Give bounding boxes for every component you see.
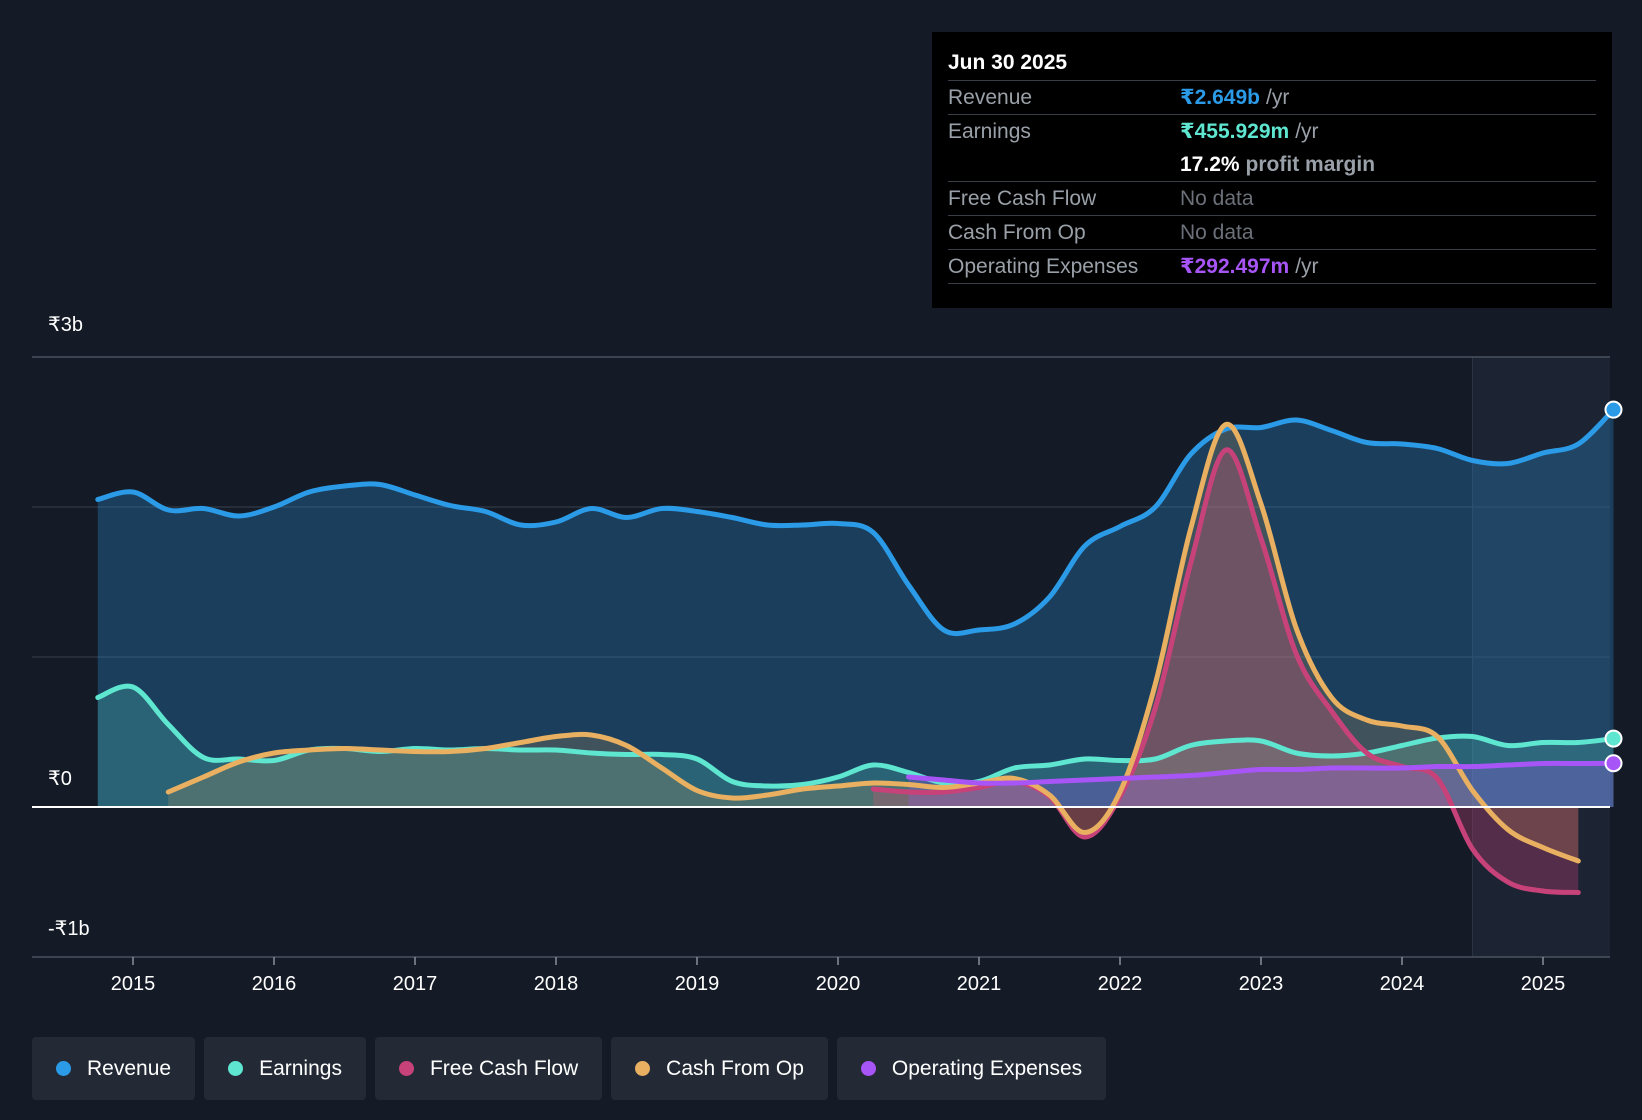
x-tick-label: 2016 (252, 973, 297, 995)
legend-item-fcf[interactable]: Free Cash Flow (374, 1037, 603, 1100)
y-tick-label: ₹0 (48, 768, 72, 790)
tooltip-margin-label: profit margin (1245, 153, 1376, 176)
tooltip-opex-label: Operating Expenses (948, 255, 1139, 278)
line-cfo (165, 421, 1581, 864)
legend-label-fcf: Free Cash Flow (429, 1056, 579, 1080)
area-revenue (97, 409, 1614, 807)
axis-labels: ₹3b ₹0 -₹1b 2015 2016 2017 2018 2019 2020 2021 202… (48, 314, 1565, 995)
legend: Revenue Earnings Free Cash Flow Cash Fro… (32, 1037, 1107, 1100)
tooltip-row-cfo: Cash From Op No data (948, 215, 1596, 249)
tooltip-earnings-label: Earnings (948, 120, 1031, 143)
x-tick-label: 2018 (534, 973, 579, 995)
opex-dot-icon (860, 1061, 876, 1076)
series-areas (97, 409, 1614, 893)
tooltip-revenue-unit: /yr (1266, 86, 1290, 109)
x-tick-label: 2024 (1380, 973, 1425, 995)
tooltip-panel: Jun 30 2025 Revenue ₹2.649b /yr Earnings… (932, 32, 1612, 308)
x-tick-label: 2023 (1239, 973, 1284, 995)
tooltip-row-earnings: Earnings ₹455.929m /yr (948, 114, 1596, 148)
earnings-dot-icon (228, 1061, 244, 1076)
y-tick-label: ₹3b (48, 314, 83, 336)
cfo-dot-icon (635, 1061, 651, 1076)
area-fcf (873, 449, 1579, 893)
gridlines (32, 356, 1610, 958)
tooltip-opex-value: ₹292.497m (1180, 255, 1290, 278)
tooltip-row-revenue: Revenue ₹2.649b /yr (948, 80, 1596, 114)
x-tick-label: 2025 (1521, 973, 1566, 995)
legend-item-opex[interactable]: Operating Expenses (836, 1037, 1107, 1100)
x-tick-label: 2017 (393, 973, 438, 995)
tooltip-row-fcf: Free Cash Flow No data (948, 181, 1596, 215)
x-tick-label: 2022 (1098, 973, 1143, 995)
tooltip-cfo-label: Cash From Op (948, 221, 1086, 244)
end-marker-opex (1604, 754, 1623, 773)
end-markers (1604, 400, 1623, 773)
tooltip-row-opex: Operating Expenses ₹292.497m /yr (948, 249, 1596, 284)
fcf-dot-icon (398, 1061, 414, 1076)
line-opex (906, 760, 1616, 786)
line-revenue (95, 407, 1616, 637)
legend-label-revenue: Revenue (87, 1056, 172, 1080)
series-lines (32, 407, 1616, 895)
x-tick-label: 2020 (816, 973, 861, 995)
legend-label-opex: Operating Expenses (891, 1056, 1083, 1080)
tooltip-earnings-value: ₹455.929m (1180, 120, 1290, 143)
tooltip-revenue-value: ₹2.649b (1180, 86, 1260, 109)
x-tick-label: 2019 (675, 973, 720, 995)
tooltip-fcf-label: Free Cash Flow (948, 187, 1097, 210)
end-marker-revenue (1604, 400, 1623, 419)
legend-item-revenue[interactable]: Revenue (32, 1037, 196, 1100)
legend-label-cfo: Cash From Op (666, 1056, 804, 1080)
x-tick-label: 2021 (957, 973, 1002, 995)
tooltip-fcf-value: No data (1180, 187, 1254, 210)
tooltip-date: Jun 30 2025 (948, 51, 1068, 74)
revenue-dot-icon (56, 1061, 71, 1076)
tooltip-revenue-label: Revenue (948, 86, 1033, 109)
tooltip-earnings-unit: /yr (1295, 120, 1319, 143)
tooltip-cfo-value: No data (1180, 221, 1254, 244)
legend-item-earnings[interactable]: Earnings (204, 1037, 366, 1100)
legend-item-cfo[interactable]: Cash From Op (611, 1037, 828, 1100)
legend-label-earnings: Earnings (259, 1056, 342, 1080)
end-marker-earnings (1604, 729, 1623, 748)
area-opex (908, 763, 1614, 807)
tooltip-margin-value: 17.2% (1180, 153, 1240, 176)
x-tick-label: 2015 (111, 973, 156, 995)
tooltip-opex-unit: /yr (1295, 255, 1319, 278)
tooltip-row-margin: 17.2% profit margin (948, 148, 1596, 181)
y-tick-label: -₹1b (48, 918, 90, 940)
area-earnings (97, 686, 1614, 807)
